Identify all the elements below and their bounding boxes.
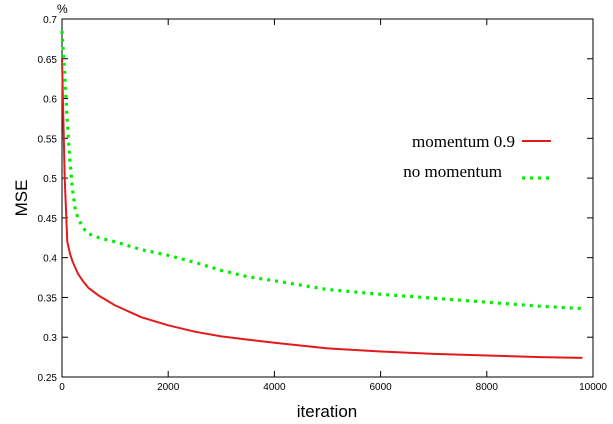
y-tick-label: 0.35 — [38, 293, 58, 304]
y-tick-label: 0.5 — [43, 174, 57, 185]
y-tick-labels: 0.25 0.3 0.35 0.4 0.45 0.5 0.55 0.6 0.65 0.7 — [38, 15, 58, 384]
legend-label-no-momentum: no momentum — [403, 162, 502, 181]
x-tick-label: 2000 — [157, 382, 180, 393]
series-line-momentum — [61, 58, 583, 359]
y-unit-label: % — [57, 2, 68, 16]
plot-frame — [61, 18, 594, 378]
legend: momentum 0.9 no momentum — [403, 132, 551, 181]
y-tick-label: 0.45 — [38, 214, 58, 225]
series-line-no-momentum — [60, 30, 583, 311]
legend-item-momentum: momentum 0.9 — [412, 132, 551, 151]
x-tick-labels: 0 2000 4000 6000 8000 10000 — [59, 382, 607, 393]
series-layer — [60, 30, 583, 359]
y-tick-label: 0.3 — [43, 333, 57, 344]
legend-label-momentum: momentum 0.9 — [412, 132, 515, 151]
y-axis-title: MSE — [12, 180, 31, 217]
y-tick-label: 0.65 — [38, 55, 58, 66]
plot-area — [60, 18, 594, 378]
x-tick-label: 0 — [59, 382, 65, 393]
y-tick-label: 0.6 — [43, 95, 57, 106]
legend-item-no-momentum: no momentum — [403, 162, 551, 181]
x-tick-label: 8000 — [476, 382, 499, 393]
x-tick-label: 10000 — [579, 382, 607, 393]
y-tick-label: 0.4 — [43, 254, 57, 265]
x-axis-title: iteration — [297, 402, 357, 421]
x-tick-label: 4000 — [263, 382, 286, 393]
y-tick-label: 0.7 — [43, 15, 57, 26]
axis-ticks — [61, 18, 594, 378]
x-tick-label: 6000 — [369, 382, 392, 393]
y-tick-label: 0.55 — [38, 134, 58, 145]
y-tick-label: 0.25 — [38, 373, 58, 384]
